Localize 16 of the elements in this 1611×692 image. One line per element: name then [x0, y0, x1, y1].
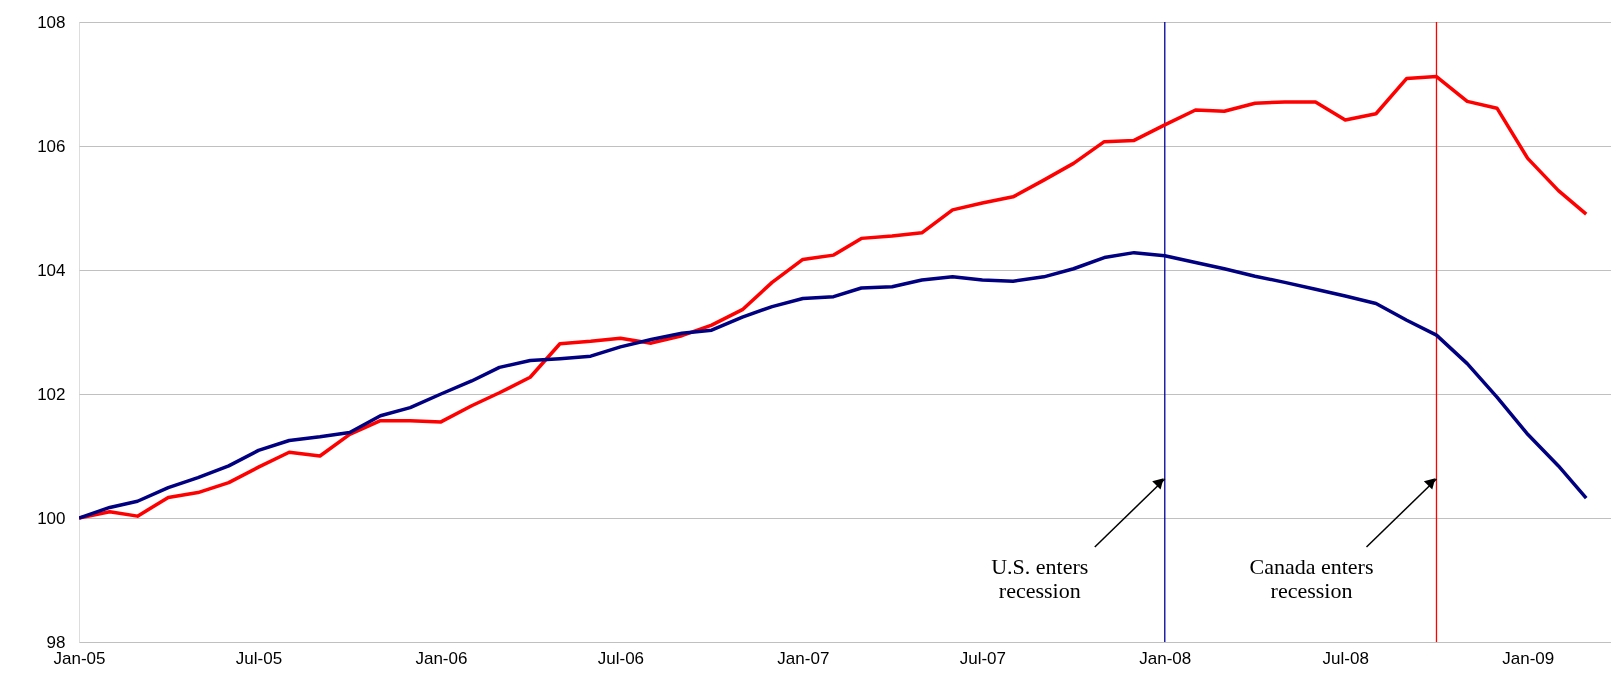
line-series: [79, 250, 1588, 520]
y-tick-label: 106: [37, 136, 66, 156]
x-tick-label: Jan-09: [1502, 648, 1555, 668]
x-tick-label: Jan-07: [777, 648, 830, 668]
ref-line-label: U.S. enters recession: [991, 554, 1089, 603]
x-tick-label: Jan-06: [415, 648, 468, 668]
y-tick-label: 108: [37, 12, 66, 32]
x-tick-label: Jul-06: [597, 648, 645, 668]
x-tick-label: Jul-07: [959, 648, 1006, 668]
y-tick-label: 102: [37, 384, 66, 404]
y-tick-label: 104: [37, 260, 66, 280]
y-tick-label: 100: [37, 508, 66, 528]
x-tick-label: Jan-08: [1139, 648, 1192, 668]
x-tick-label: Jul-05: [235, 648, 283, 668]
ref-line-label: Canada enters recession: [1249, 554, 1374, 603]
x-tick-label: Jul-08: [1322, 648, 1369, 668]
